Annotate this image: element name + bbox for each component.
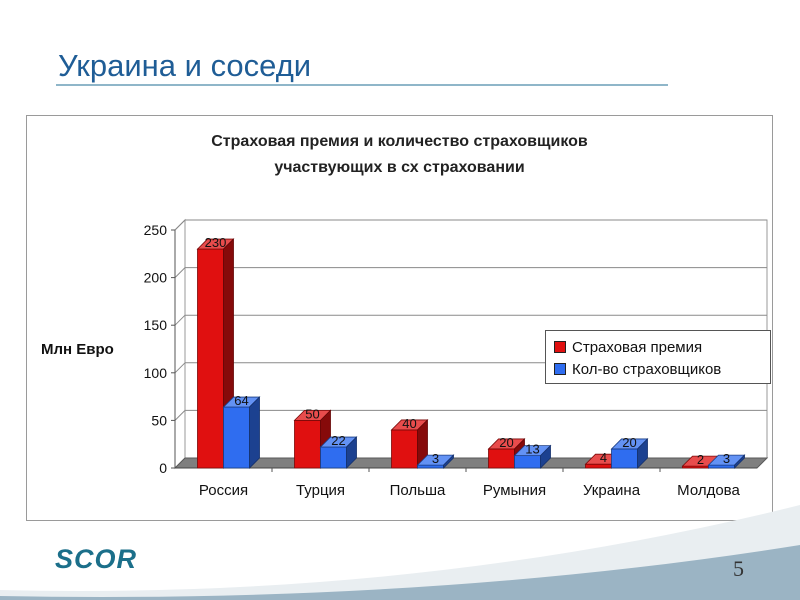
bar-value-label: 20 [499,435,513,450]
legend-label-premium: Страховая премия [572,338,703,356]
bar-side [637,437,648,469]
chart-title-line-2: участвующих в сх страховании [274,159,525,176]
bar-value-label: 22 [331,433,345,448]
bar-value-label: 13 [525,442,539,457]
bar-front [197,248,224,469]
x-tick-label: Румыния [483,482,546,499]
slide-title: Украина и соседи [58,48,312,83]
title-divider [56,84,668,86]
bar-front [294,419,321,469]
bar-value-label: 50 [305,406,319,421]
y-tick-label: 150 [144,317,168,333]
y-axis-label: Млн Евро [41,341,114,358]
x-tick-label: Украина [583,482,641,499]
chart-legend: Страховая премия Кол-во страховщиков [545,330,771,384]
bar-side [346,436,357,469]
bar-side [540,444,551,469]
bar-side [249,396,260,469]
x-tick-label: Россия [199,482,248,499]
gridline-side [174,362,186,374]
bar-value-label: 3 [723,451,730,466]
footer-swoosh-dark [0,545,800,600]
gridline-side [174,410,186,421]
y-tick-label: 200 [144,270,168,286]
gridline-side [174,267,186,278]
legend-swatch-insurers [554,363,566,375]
page-number: 5 [733,556,744,581]
y-tick-label: 0 [159,460,167,476]
bar-value-label: 40 [402,416,416,431]
bar-side [443,454,454,469]
gridline-side [174,219,186,231]
legend-label-insurers: Кол-во страховщиков [572,360,722,378]
bar-value-label: 2 [697,452,704,467]
chart-title-line-1: Страховая премия и количество страховщик… [211,133,588,150]
gridline-side [174,314,186,326]
bar-value-label: 230 [205,235,227,250]
bar-side [734,454,745,469]
bar-value-label: 3 [432,451,439,466]
legend-item-insurers: Кол-во страховщиков [554,358,770,380]
legend-swatch-premium [554,341,566,353]
bar-value-label: 4 [600,450,607,465]
bar-value-label: 20 [622,435,636,450]
x-tick-label: Турция [296,482,345,499]
scor-logo: SCOR [55,544,138,574]
y-tick-label: 50 [151,412,167,428]
y-tick-label: 250 [144,222,168,238]
bar-value-label: 64 [234,393,248,408]
x-tick-label: Молдова [677,482,740,499]
x-tick-label: Польша [390,482,446,499]
y-tick-label: 100 [144,365,168,381]
legend-item-premium: Страховая премия [554,336,770,358]
